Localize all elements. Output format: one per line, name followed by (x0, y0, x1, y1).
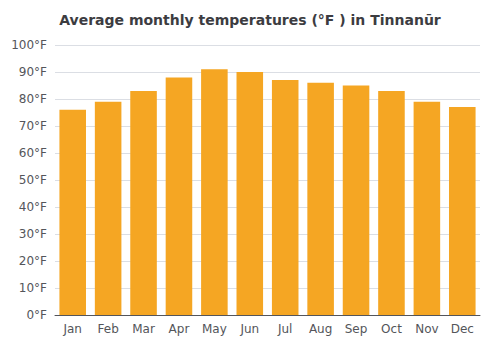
svg-text:Jan: Jan (62, 322, 82, 336)
svg-text:Aug: Aug (309, 322, 332, 336)
svg-text:50°F: 50°F (19, 173, 47, 187)
svg-text:Apr: Apr (169, 322, 190, 336)
svg-text:70°F: 70°F (19, 119, 47, 133)
svg-text:60°F: 60°F (19, 146, 47, 160)
svg-text:Nov: Nov (415, 322, 438, 336)
svg-text:10°F: 10°F (19, 281, 47, 295)
svg-text:40°F: 40°F (19, 200, 47, 214)
svg-text:Average monthly temperatures (: Average monthly temperatures (°F ) in Ti… (59, 12, 441, 28)
svg-text:0°F: 0°F (26, 308, 47, 322)
svg-text:Jul: Jul (277, 322, 292, 336)
svg-text:Sep: Sep (345, 322, 368, 336)
svg-text:90°F: 90°F (19, 65, 47, 79)
svg-text:100°F: 100°F (11, 38, 47, 52)
svg-text:80°F: 80°F (19, 92, 47, 106)
svg-text:May: May (202, 322, 227, 336)
svg-text:Oct: Oct (381, 322, 402, 336)
svg-text:20°F: 20°F (19, 254, 47, 268)
svg-text:Mar: Mar (132, 322, 155, 336)
svg-text:Feb: Feb (98, 322, 119, 336)
svg-text:Jun: Jun (239, 322, 259, 336)
svg-text:Dec: Dec (451, 322, 474, 336)
svg-text:30°F: 30°F (19, 227, 47, 241)
